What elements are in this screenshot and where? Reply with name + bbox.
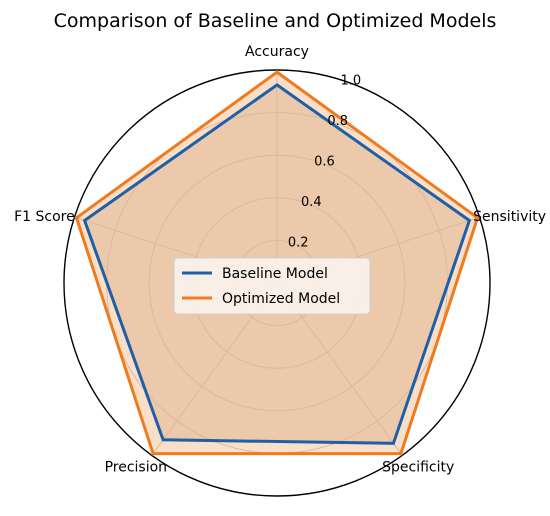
series-line-1 [74,70,480,456]
tick-layer: 0.2 0.4 0.6 0.8 1.0 [288,73,361,250]
legend: Baseline Model Optimized Model [173,257,371,315]
axis-label-layer: Accuracy Sensitivity Specificity Precision F… [14,44,546,475]
axis-label-sensitivity: Sensitivity [473,209,546,225]
radial-tick-label-1: 0.4 [301,195,322,210]
chart-title: Comparison of Baseline and Optimized Mod… [53,10,497,32]
radial-tick-label-2: 0.6 [314,155,335,170]
axis-label-f1-score: F1 Score [14,209,75,225]
series-line-0 [82,83,472,445]
legend-label-optimized: Optimized Model [222,291,340,307]
legend-box [173,257,371,315]
axis-label-precision: Precision [105,459,167,475]
axis-label-specificity: Specificity [382,459,454,475]
radial-tick-label-3: 0.8 [327,114,348,129]
radial-tick-label-0: 0.2 [288,236,309,251]
legend-label-baseline: Baseline Model [222,266,328,282]
axis-label-accuracy: Accuracy [245,44,309,60]
radial-tick-label-4: 1.0 [340,73,361,88]
